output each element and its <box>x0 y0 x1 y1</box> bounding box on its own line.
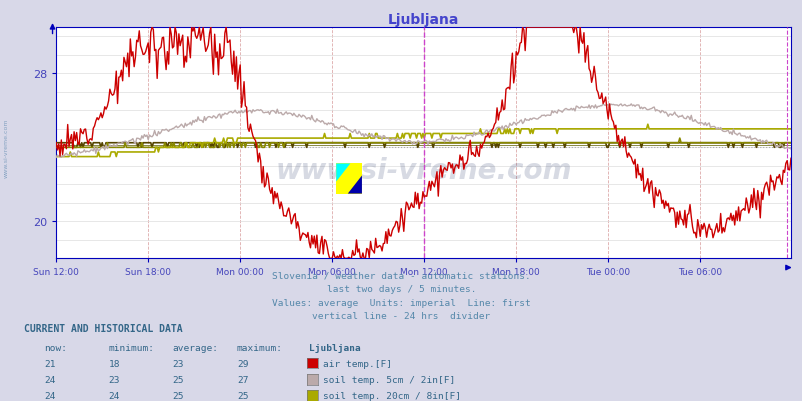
Text: 29: 29 <box>237 359 248 368</box>
Text: soil temp. 5cm / 2in[F]: soil temp. 5cm / 2in[F] <box>322 375 455 384</box>
Text: 25: 25 <box>237 391 248 400</box>
Text: 24: 24 <box>44 391 55 400</box>
Text: Values: average  Units: imperial  Line: first: Values: average Units: imperial Line: fi… <box>272 298 530 307</box>
Text: 24: 24 <box>44 375 55 384</box>
Text: last two days / 5 minutes.: last two days / 5 minutes. <box>326 284 476 293</box>
Text: vertical line - 24 hrs  divider: vertical line - 24 hrs divider <box>312 312 490 320</box>
Text: www.si-vreme.com: www.si-vreme.com <box>275 157 571 185</box>
Text: www.si-vreme.com: www.si-vreme.com <box>4 119 9 178</box>
Title: Ljubljana: Ljubljana <box>387 13 459 27</box>
Text: 24: 24 <box>108 391 119 400</box>
Text: 23: 23 <box>108 375 119 384</box>
Text: 23: 23 <box>172 359 184 368</box>
Text: now:: now: <box>44 343 67 352</box>
Text: air temp.[F]: air temp.[F] <box>322 359 391 368</box>
Text: Ljubljana: Ljubljana <box>309 343 360 352</box>
Text: CURRENT AND HISTORICAL DATA: CURRENT AND HISTORICAL DATA <box>24 323 183 333</box>
Text: soil temp. 20cm / 8in[F]: soil temp. 20cm / 8in[F] <box>322 391 460 400</box>
Text: maximum:: maximum: <box>237 343 282 352</box>
Text: 25: 25 <box>172 375 184 384</box>
Text: average:: average: <box>172 343 218 352</box>
Text: Slovenia / weather data - automatic stations.: Slovenia / weather data - automatic stat… <box>272 271 530 279</box>
Polygon shape <box>336 164 350 182</box>
Text: 25: 25 <box>172 391 184 400</box>
Polygon shape <box>347 176 362 194</box>
Text: minimum:: minimum: <box>108 343 154 352</box>
Text: 21: 21 <box>44 359 55 368</box>
Text: 18: 18 <box>108 359 119 368</box>
Text: 27: 27 <box>237 375 248 384</box>
